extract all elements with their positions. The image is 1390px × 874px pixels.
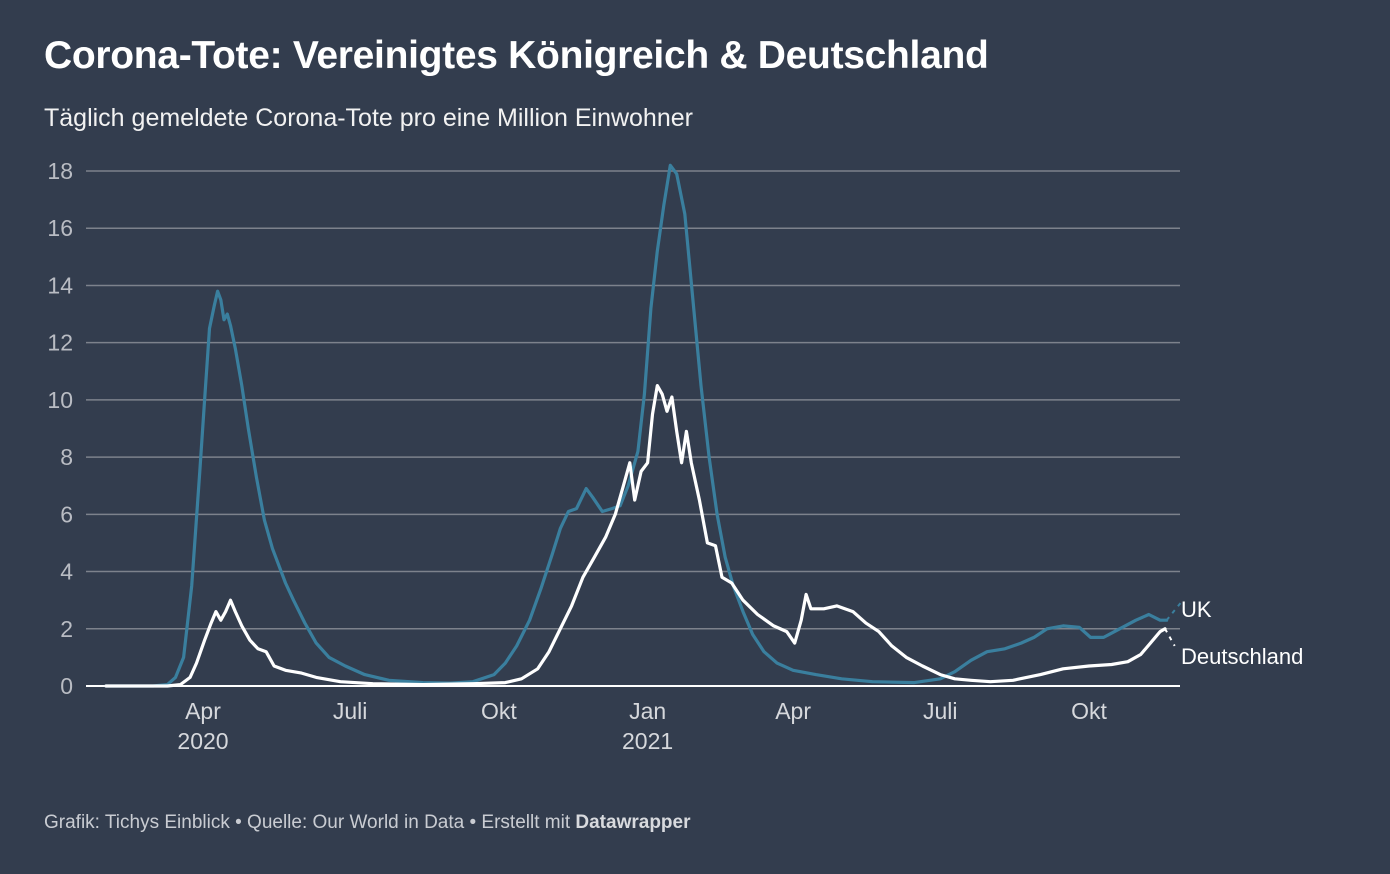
y-tick-label: 14 bbox=[47, 272, 73, 298]
series-label-uk: UK bbox=[1181, 597, 1212, 622]
series-projection-uk bbox=[1165, 599, 1184, 621]
x-axis: Apr 2020 Juli Okt Jan 2021 Apr Juli Okt bbox=[177, 698, 1107, 754]
x-tick-year-label: 2020 bbox=[177, 728, 228, 754]
y-tick-label: 16 bbox=[47, 215, 73, 241]
footer-brand[interactable]: Datawrapper bbox=[575, 812, 691, 833]
x-tick-label: Juli bbox=[333, 698, 368, 724]
y-tick-label: 0 bbox=[60, 673, 73, 699]
series-projection-deutschland bbox=[1164, 628, 1176, 647]
y-tick-label: 10 bbox=[47, 387, 73, 413]
footer-credits: Grafik: Tichys Einblick • Quelle: Our Wo… bbox=[44, 812, 691, 834]
x-tick-label: Apr bbox=[775, 698, 811, 724]
chart-subtitle: Täglich gemeldete Corona-Tote pro eine M… bbox=[44, 104, 693, 132]
y-tick-label: 4 bbox=[60, 559, 73, 585]
x-tick-label: Okt bbox=[1071, 698, 1107, 724]
y-tick-label: 18 bbox=[47, 158, 73, 184]
x-tick-label: Juli bbox=[923, 698, 958, 724]
footer-source: Grafik: Tichys Einblick • Quelle: Our Wo… bbox=[44, 812, 576, 833]
y-tick-label: 8 bbox=[60, 444, 73, 470]
x-tick-label: Okt bbox=[481, 698, 517, 724]
y-axis: 0 2 4 6 8 10 12 14 16 18 bbox=[47, 158, 73, 699]
series-label-deutschland: Deutschland bbox=[1181, 644, 1303, 669]
chart-title: Corona-Tote: Vereinigtes Königreich & De… bbox=[44, 34, 989, 77]
series-line-deutschland bbox=[104, 384, 1167, 688]
series-line-uk bbox=[104, 163, 1169, 688]
series-labels: UK Deutschland bbox=[1181, 597, 1303, 669]
series-lines bbox=[104, 163, 1184, 688]
x-tick-label: Apr bbox=[185, 698, 221, 724]
x-tick-year-label: 2021 bbox=[622, 728, 673, 754]
y-tick-label: 12 bbox=[47, 330, 73, 356]
gridlines bbox=[86, 170, 1180, 687]
y-tick-label: 6 bbox=[60, 501, 73, 527]
x-tick-label: Jan bbox=[629, 698, 666, 724]
y-tick-label: 2 bbox=[60, 616, 73, 642]
